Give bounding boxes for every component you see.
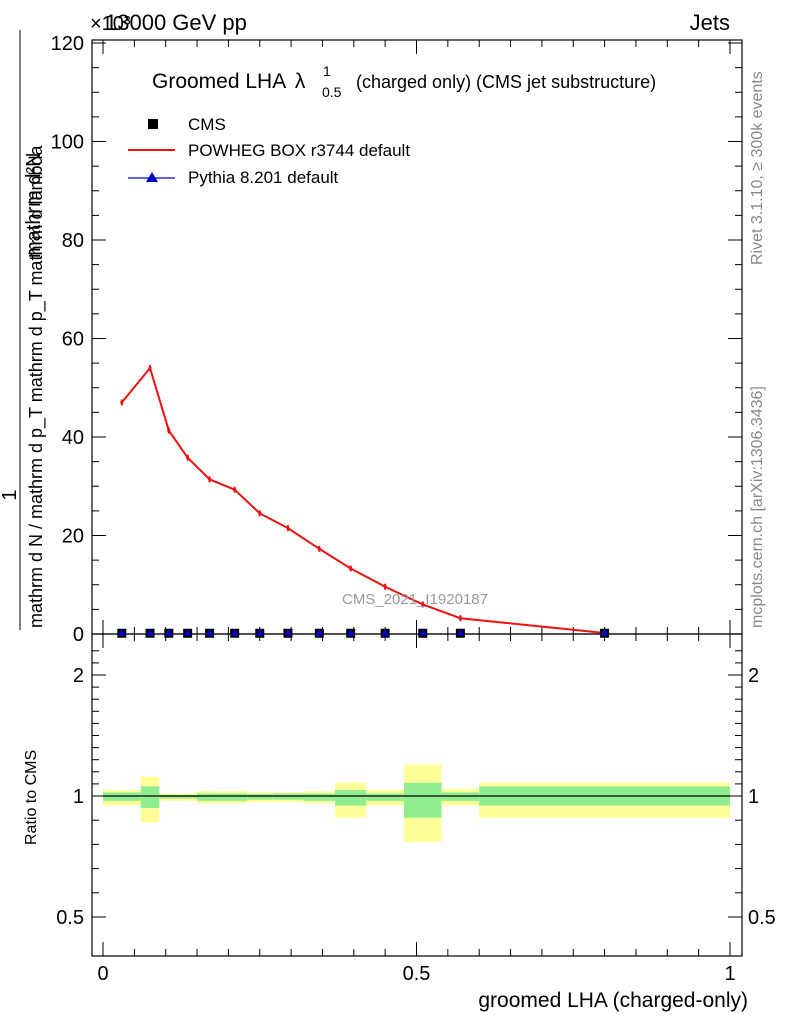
powheg-point xyxy=(421,602,425,607)
energy-label: 13000 GeV pp xyxy=(105,10,247,35)
main-ylabel: mathrm d²N 1 mathrm d N / mathrm d p_T m… xyxy=(0,30,47,630)
powheg-point xyxy=(148,366,152,370)
pythia-point xyxy=(600,628,609,636)
legend-label-cms: CMS xyxy=(188,115,226,134)
main-ytick-label-6: 120 xyxy=(51,33,84,55)
pythia-point xyxy=(418,628,427,636)
pythia-point xyxy=(117,628,126,636)
pythia-point xyxy=(456,628,465,636)
pythia-point xyxy=(346,628,355,636)
ratio-inner-band-5 xyxy=(222,793,248,801)
ratio-inner-band-4 xyxy=(197,793,223,801)
x-tick-label-0: 0 xyxy=(97,963,108,985)
main-ylabel-top: mathrm d²N xyxy=(23,152,45,258)
mcplots-label: mcplots.cern.ch [arXiv:1306.3436] xyxy=(749,386,766,628)
pythia-point xyxy=(315,628,324,636)
plot-title-rest: (charged only) (CMS jet substructure) xyxy=(356,72,656,92)
powheg-point xyxy=(186,456,190,460)
ratio-inner-band-8 xyxy=(303,793,335,801)
ratio-ytick-label-left-2: 2 xyxy=(73,665,84,687)
ratio-ytick-label-right-1: 1 xyxy=(748,786,759,808)
main-axis-ticks: 0 20 40 60 80 100 120 xyxy=(51,33,742,646)
ratio-inner-band-6 xyxy=(247,794,273,800)
ratio-inner-band-9 xyxy=(334,789,367,806)
plot-title-lambda: λ xyxy=(295,70,306,93)
plot-title-sup: 1 xyxy=(323,63,331,79)
powheg-point xyxy=(258,511,262,515)
ratio-ytick-label-left-0: 0.5 xyxy=(56,907,84,929)
exponent-label: ×10³ xyxy=(90,13,131,35)
ratio-ytick-label-right-0: 0.5 xyxy=(748,907,776,929)
main-ylabel-one: 1 xyxy=(0,489,21,500)
plot-title-main: Groomed LHA xyxy=(152,70,286,93)
x-tick-label-2: 1 xyxy=(724,963,735,985)
powheg-point xyxy=(317,547,321,551)
x-tick-label-1: 0.5 xyxy=(403,963,431,985)
pythia-point xyxy=(205,628,214,636)
powheg-point xyxy=(349,566,353,571)
main-ytick-label-5: 100 xyxy=(51,132,84,154)
x-axis-label: groomed LHA (charged-only) xyxy=(478,989,748,1012)
ratio-ytick-label-right-2: 2 xyxy=(748,665,759,687)
powheg-point xyxy=(120,400,124,405)
legend-label-pythia: Pythia 8.201 default xyxy=(188,168,339,187)
main-ytick-label-3: 60 xyxy=(62,329,84,351)
legend-label-powheg: POWHEG BOX r3744 default xyxy=(188,141,410,160)
powheg-point xyxy=(286,526,290,530)
main-ytick-label-2: 40 xyxy=(62,427,84,449)
ratio-ylabel: Ratio to CMS xyxy=(23,750,40,845)
main-ytick-label-0: 0 xyxy=(73,624,84,646)
plot-title-sub: 0.5 xyxy=(322,84,342,100)
series-layer xyxy=(117,365,610,638)
pythia-point xyxy=(255,628,264,636)
ratio-ytick-label-left-1: 1 xyxy=(73,786,84,808)
pythia-point xyxy=(381,628,390,636)
powheg-point xyxy=(207,477,212,481)
ratio-inner-band-11 xyxy=(403,782,442,818)
powheg-point xyxy=(233,488,237,492)
pythia-point xyxy=(164,628,173,636)
ratio-bands xyxy=(103,764,730,842)
powheg-point xyxy=(167,428,171,433)
series-line-powheg xyxy=(121,365,605,635)
powheg-point xyxy=(383,585,387,589)
powheg-point xyxy=(458,616,462,620)
pythia-point xyxy=(183,628,192,636)
main-ytick-label-4: 80 xyxy=(62,230,84,252)
pythia-point xyxy=(230,628,239,636)
pythia-point xyxy=(146,628,155,636)
main-ylabel-bottom: mathrm d N / mathrm d p_T mathrm d p_T m… xyxy=(26,145,47,628)
plot-title: Groomed LHA λ xyxy=(152,70,306,93)
legend-marker-pythia xyxy=(146,172,158,182)
rivet-label: Rivet 3.1.10, ≥ 300k events xyxy=(749,71,766,265)
legend-marker-cms xyxy=(148,119,158,129)
pythia-point xyxy=(283,628,292,636)
analysis-watermark: CMS_2021_I1920187 xyxy=(342,591,488,608)
ratio-inner-band-1 xyxy=(140,786,160,809)
legend: CMS POWHEG BOX r3744 default Pythia 8.20… xyxy=(128,115,410,187)
main-ytick-label-1: 20 xyxy=(62,526,84,548)
ratio-inner-band-10 xyxy=(366,793,404,801)
process-label: Jets xyxy=(690,10,730,35)
